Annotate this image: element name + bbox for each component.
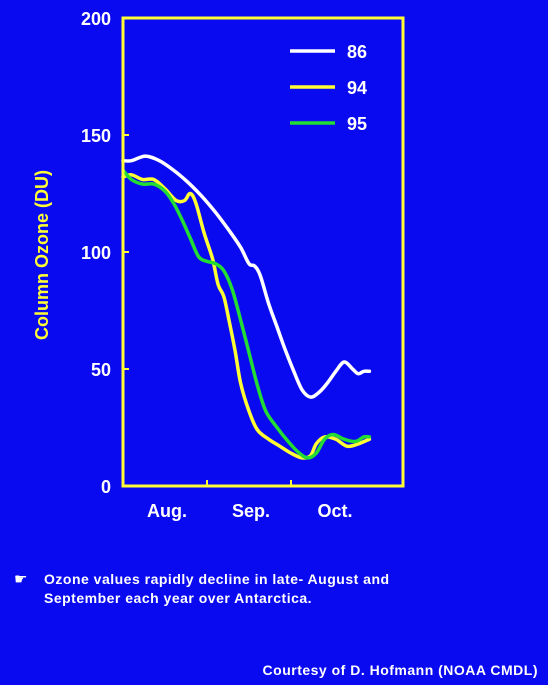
y-tick-label-50: 50 bbox=[91, 360, 111, 380]
legend-label-86: 86 bbox=[347, 42, 367, 62]
caption: ☛ Ozone values rapidly decline in late- … bbox=[14, 570, 534, 608]
legend: 86 94 95 bbox=[290, 42, 367, 134]
x-tick-label-2: Oct. bbox=[317, 501, 352, 521]
y-tick-label-0: 0 bbox=[101, 477, 111, 497]
x-tick-label-1: Sep. bbox=[232, 501, 270, 521]
x-tick-label-0: Aug. bbox=[147, 501, 187, 521]
caption-line-2: September each year over Antarctica. bbox=[44, 590, 313, 606]
pointing-hand-icon: ☛ bbox=[14, 571, 28, 588]
series-line-94 bbox=[121, 173, 372, 460]
x-tick-labels: Aug. Sep. Oct. bbox=[147, 480, 353, 521]
y-tick-label-150: 150 bbox=[81, 126, 111, 146]
y-tick-label-200: 200 bbox=[81, 9, 111, 29]
plot-frame bbox=[121, 16, 405, 488]
series-line-86 bbox=[121, 154, 372, 399]
series-lines bbox=[121, 154, 372, 460]
y-axis-label: Column Ozone (DU) bbox=[32, 170, 52, 340]
legend-label-95: 95 bbox=[347, 114, 367, 134]
series-line-95 bbox=[121, 168, 372, 460]
ozone-chart: Column Ozone (DU) 0 50 100 150 200 Aug. Sep. O… bbox=[32, 9, 405, 521]
legend-label-94: 94 bbox=[347, 78, 367, 98]
credit-text: Courtesy of D. Hofmann (NOAA CMDL) bbox=[262, 662, 538, 678]
caption-line-1: Ozone values rapidly decline in late- Au… bbox=[44, 571, 390, 587]
y-tick-label-100: 100 bbox=[81, 243, 111, 263]
